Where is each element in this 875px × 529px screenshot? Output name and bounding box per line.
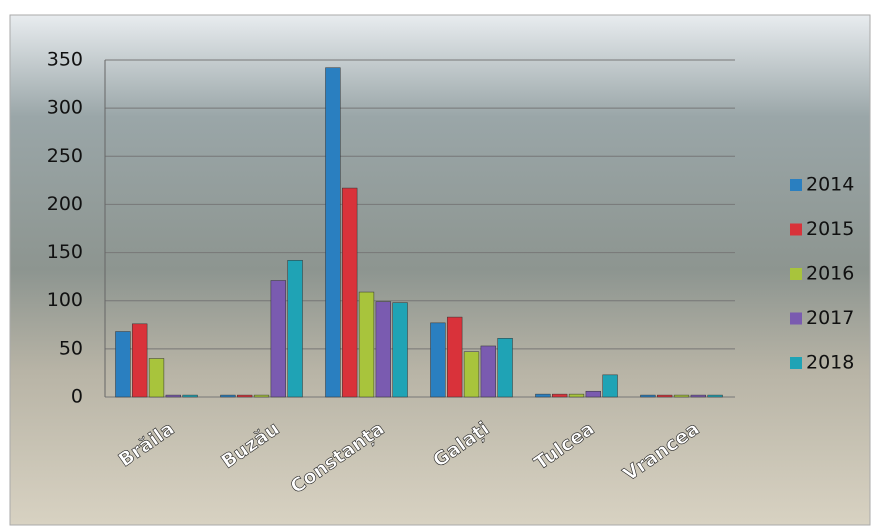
bar [640,394,656,398]
bar [430,322,446,398]
bar [552,393,568,398]
bar [132,323,148,398]
legend-swatch [790,223,802,236]
y-tick-label: 250 [47,145,83,167]
bar [707,394,723,398]
bar [182,394,198,398]
bar [375,301,391,398]
y-tick-label: 150 [47,241,83,263]
bar [325,67,341,398]
bar [392,302,408,398]
legend-swatch [790,312,802,325]
legend-label: 2018 [806,352,854,374]
bar [220,394,236,398]
y-tick-label: 200 [47,193,83,215]
bar [270,280,286,398]
bar [480,345,496,398]
y-tick-label: 350 [47,49,83,71]
legend-label: 2017 [806,307,854,329]
y-tick-label: 100 [47,289,83,311]
bar [237,394,253,398]
bar [463,351,480,398]
background [9,14,871,526]
bar [253,394,270,398]
bar [690,394,706,398]
bar [115,331,131,398]
bar [165,394,181,398]
bar [447,316,463,398]
legend-label: 2015 [806,218,854,240]
bar [342,187,358,398]
bar [673,394,690,398]
legend-swatch [790,357,802,369]
y-tick-label: 0 [71,386,83,408]
bar [568,393,585,398]
y-tick-label: 50 [59,337,83,359]
bar [602,374,618,398]
bar [585,390,601,398]
legend-label: 2016 [806,263,854,285]
bar [287,260,303,398]
legend-swatch [790,179,802,191]
bar [148,358,165,398]
y-tick-label: 300 [47,97,83,119]
bar [535,393,551,398]
bar [657,394,673,398]
bar [358,291,375,398]
legend-swatch [790,268,802,280]
legend-label: 2014 [806,174,854,196]
bar [497,338,513,398]
